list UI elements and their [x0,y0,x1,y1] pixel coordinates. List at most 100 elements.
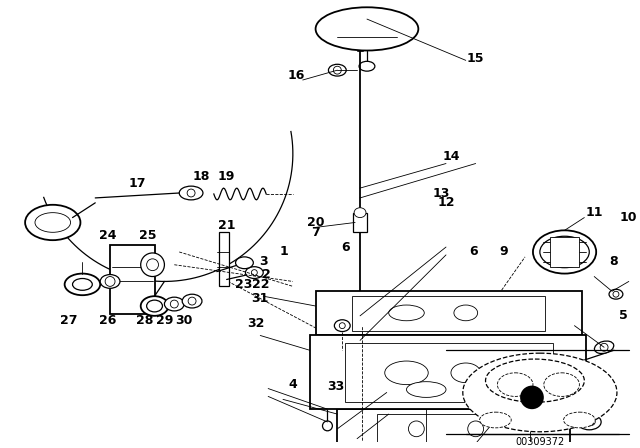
Ellipse shape [182,294,202,308]
Circle shape [147,259,159,271]
Circle shape [384,409,394,419]
Text: 22: 22 [252,278,269,291]
Ellipse shape [479,412,511,428]
Circle shape [600,343,608,351]
Circle shape [468,421,484,437]
Text: 13: 13 [433,186,450,199]
Ellipse shape [354,208,366,218]
Ellipse shape [72,279,92,290]
Circle shape [410,398,419,406]
Circle shape [382,378,412,407]
Circle shape [426,356,431,362]
Bar [345,343,553,402]
Circle shape [557,387,572,402]
Ellipse shape [577,414,601,430]
Circle shape [441,360,470,389]
Ellipse shape [334,320,350,332]
Bar [349,336,371,353]
Ellipse shape [451,363,481,383]
Circle shape [551,381,579,408]
Ellipse shape [100,275,120,289]
Text: 3: 3 [259,255,268,268]
Bar [310,336,586,409]
Text: 20: 20 [307,216,324,229]
Ellipse shape [540,236,589,268]
Circle shape [520,386,544,409]
Circle shape [513,373,537,396]
Circle shape [323,421,332,431]
Text: 21: 21 [218,219,236,232]
Circle shape [453,340,459,346]
Ellipse shape [236,257,253,269]
Ellipse shape [179,186,203,200]
Circle shape [408,421,424,437]
Text: 16: 16 [287,69,305,82]
Ellipse shape [454,305,477,321]
Circle shape [187,189,195,197]
Text: 30: 30 [175,314,193,327]
Circle shape [379,404,399,424]
Text: 6: 6 [341,241,349,254]
Polygon shape [352,326,412,370]
Circle shape [188,297,196,305]
Circle shape [437,399,443,405]
Ellipse shape [385,361,428,385]
Circle shape [170,300,179,308]
Circle shape [419,337,493,412]
Bar [550,237,579,267]
Ellipse shape [595,341,614,353]
Circle shape [426,388,431,393]
Circle shape [613,291,619,297]
Text: 26: 26 [99,314,116,327]
Text: 23: 23 [235,278,252,291]
Text: 25: 25 [139,229,156,242]
Circle shape [406,394,422,410]
Text: 15: 15 [467,52,484,65]
Circle shape [141,253,164,276]
Text: 12: 12 [437,196,455,209]
Circle shape [421,372,428,378]
Text: 6: 6 [469,246,478,258]
Ellipse shape [35,213,70,233]
Text: 8: 8 [610,255,618,268]
Text: 11: 11 [586,206,603,219]
Ellipse shape [406,382,446,397]
Circle shape [468,399,475,405]
Text: 00309372: 00309372 [515,437,564,447]
Ellipse shape [65,274,100,295]
Text: 29: 29 [156,314,173,327]
Circle shape [453,403,459,409]
Ellipse shape [164,297,184,311]
Text: 14: 14 [442,150,460,163]
Ellipse shape [316,7,419,51]
Ellipse shape [141,296,168,316]
Ellipse shape [463,353,617,432]
Circle shape [468,345,475,350]
Circle shape [252,270,257,276]
Text: 17: 17 [129,177,147,190]
Ellipse shape [245,267,263,279]
Ellipse shape [388,305,424,321]
Ellipse shape [552,379,568,391]
Circle shape [388,385,404,401]
Text: 31: 31 [252,292,269,305]
Text: 18: 18 [192,170,210,183]
Circle shape [480,388,486,393]
Bar [316,291,582,336]
Ellipse shape [25,205,81,240]
Bar [110,245,154,314]
Polygon shape [337,350,566,409]
Text: 24: 24 [99,229,117,242]
Text: 10: 10 [620,211,637,224]
Circle shape [428,347,484,402]
Text: 33: 33 [327,380,344,393]
Bar [352,296,545,331]
Ellipse shape [535,370,550,381]
Text: 27: 27 [60,314,77,327]
Text: 5: 5 [620,309,628,322]
Circle shape [484,372,490,378]
Circle shape [333,66,341,74]
Ellipse shape [147,300,163,312]
Bar [353,213,367,233]
Ellipse shape [544,373,579,396]
